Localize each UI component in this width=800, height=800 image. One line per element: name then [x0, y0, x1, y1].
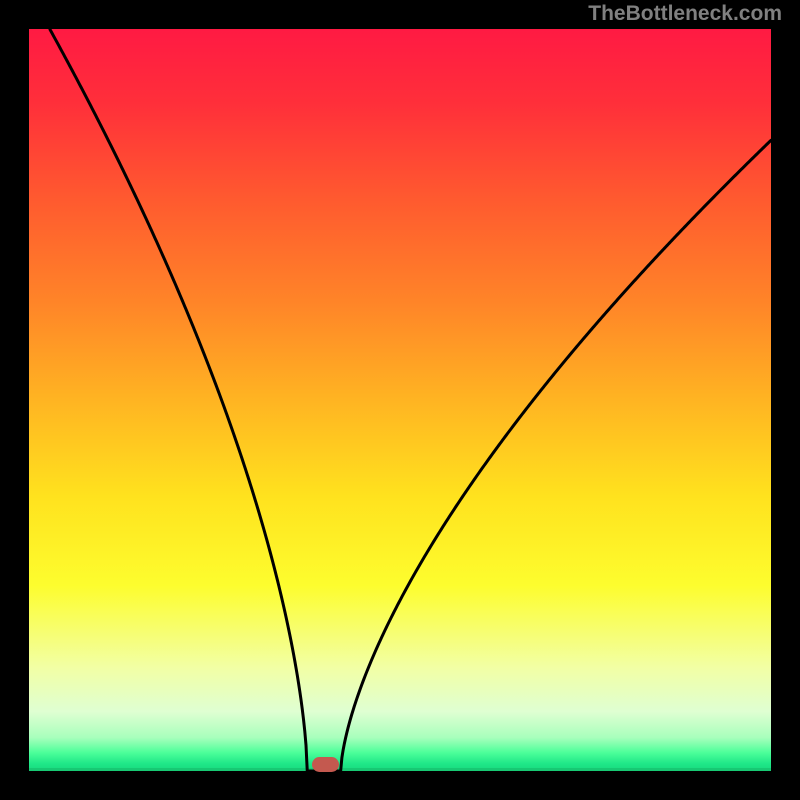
- sweet-spot-marker: [312, 757, 339, 772]
- plot-background: [29, 29, 771, 771]
- chart-container: TheBottleneck.com: [0, 0, 800, 800]
- watermark-text: TheBottleneck.com: [588, 2, 782, 26]
